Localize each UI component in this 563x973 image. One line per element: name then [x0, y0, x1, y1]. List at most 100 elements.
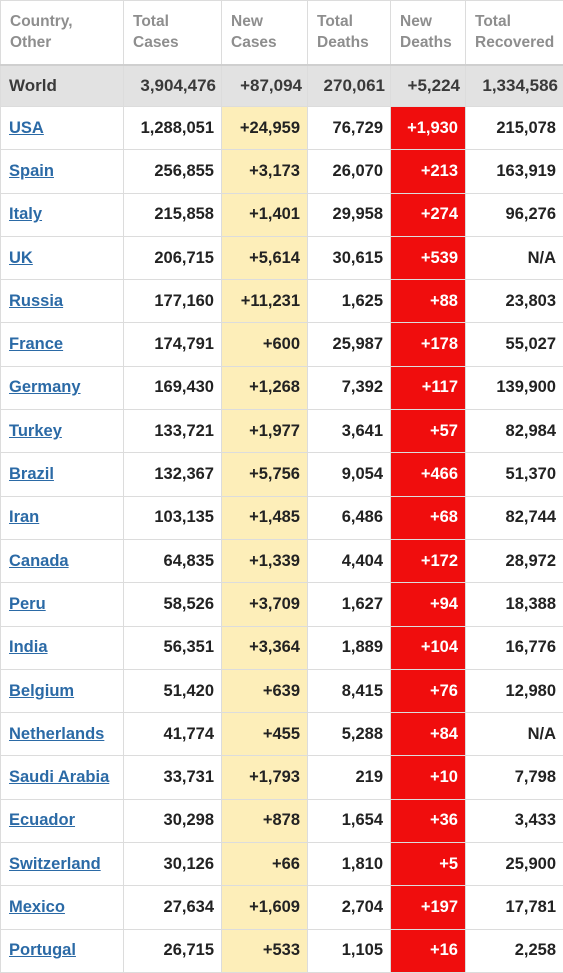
new-cases-cell: +11,231 — [222, 280, 308, 323]
country-cell: Spain — [1, 150, 124, 193]
header-label-line: Deaths — [400, 32, 465, 53]
total-deaths-cell: 2,704 — [308, 886, 391, 929]
country-link[interactable]: Canada — [9, 552, 69, 570]
total-recovered-cell: 82,984 — [466, 410, 563, 453]
new-deaths-cell: +5 — [391, 843, 466, 886]
country-link[interactable]: Italy — [9, 205, 42, 223]
new-cases-cell: +1,339 — [222, 539, 308, 582]
total-deaths-cell: 25,987 — [308, 323, 391, 366]
country-link[interactable]: India — [9, 638, 48, 656]
total-deaths-cell: 6,486 — [308, 496, 391, 539]
total-cases-cell: 64,835 — [124, 539, 222, 582]
total-cases-cell: 56,351 — [124, 626, 222, 669]
new-cases-cell: +1,977 — [222, 410, 308, 453]
country-link[interactable]: Turkey — [9, 422, 62, 440]
new-cases-cell: +1,485 — [222, 496, 308, 539]
country-cell: Peru — [1, 583, 124, 626]
total-cases-cell: 33,731 — [124, 756, 222, 799]
total-deaths-cell: 8,415 — [308, 669, 391, 712]
total-deaths-cell: 3,641 — [308, 410, 391, 453]
total-recovered-cell: 215,078 — [466, 107, 563, 150]
new-cases-cell: +878 — [222, 799, 308, 842]
header-label-line: Cases — [231, 32, 307, 53]
new-deaths-cell: +16 — [391, 929, 466, 972]
world-total-deaths-cell: 270,061 — [308, 65, 391, 107]
country-cell: France — [1, 323, 124, 366]
new-cases-cell: +1,268 — [222, 366, 308, 409]
new-deaths-cell: +172 — [391, 539, 466, 582]
total-cases-cell: 174,791 — [124, 323, 222, 366]
total-recovered-cell: 163,919 — [466, 150, 563, 193]
country-link[interactable]: France — [9, 335, 63, 353]
total-recovered-cell: 2,258 — [466, 929, 563, 972]
total-cases-cell: 41,774 — [124, 713, 222, 756]
header-label-line: New — [400, 11, 465, 32]
country-link[interactable]: UK — [9, 249, 33, 267]
total-recovered-cell: N/A — [466, 713, 563, 756]
header-label-line: Recovered — [475, 32, 563, 53]
new-cases-cell: +639 — [222, 669, 308, 712]
total-recovered-cell: 55,027 — [466, 323, 563, 366]
new-cases-cell: +3,173 — [222, 150, 308, 193]
country-cell: Turkey — [1, 410, 124, 453]
total-cases-cell: 169,430 — [124, 366, 222, 409]
total-recovered-cell: 23,803 — [466, 280, 563, 323]
total-recovered-cell: 82,744 — [466, 496, 563, 539]
total-cases-cell: 177,160 — [124, 280, 222, 323]
country-cell: Italy — [1, 193, 124, 236]
country-link[interactable]: Germany — [9, 378, 81, 396]
header-label-line: Total — [475, 11, 563, 32]
country-link[interactable]: Portugal — [9, 941, 76, 959]
total-recovered-cell: 12,980 — [466, 669, 563, 712]
country-link[interactable]: Ecuador — [9, 811, 75, 829]
new-deaths-cell: +274 — [391, 193, 466, 236]
country-link[interactable]: Belgium — [9, 682, 74, 700]
new-deaths-cell: +197 — [391, 886, 466, 929]
country-link[interactable]: Switzerland — [9, 855, 101, 873]
country-header[interactable]: Country,Other — [1, 1, 124, 65]
total-cases-cell: 215,858 — [124, 193, 222, 236]
country-link[interactable]: Mexico — [9, 898, 65, 916]
country-link[interactable]: Saudi Arabia — [9, 768, 109, 786]
new-cases-cell: +5,756 — [222, 453, 308, 496]
total-deaths-cell: 29,958 — [308, 193, 391, 236]
country-link[interactable]: Brazil — [9, 465, 54, 483]
country-link[interactable]: Peru — [9, 595, 46, 613]
total-deaths-cell: 26,070 — [308, 150, 391, 193]
country-link[interactable]: Spain — [9, 162, 54, 180]
total-cases-cell: 103,135 — [124, 496, 222, 539]
country-link[interactable]: USA — [9, 119, 44, 137]
country-link[interactable]: Netherlands — [9, 725, 104, 743]
new-deaths-cell: +213 — [391, 150, 466, 193]
country-link[interactable]: Russia — [9, 292, 63, 310]
new-deaths-cell: +76 — [391, 669, 466, 712]
header-label-line: Total — [133, 11, 221, 32]
new-cases-cell: +3,709 — [222, 583, 308, 626]
total-cases-cell: 133,721 — [124, 410, 222, 453]
country-link[interactable]: Iran — [9, 508, 39, 526]
country-cell: Russia — [1, 280, 124, 323]
country-cell: Germany — [1, 366, 124, 409]
total-recovered-cell: 3,433 — [466, 799, 563, 842]
total-recovered-cell: 7,798 — [466, 756, 563, 799]
world-country-cell: World — [1, 65, 124, 107]
total-recovered-cell: 25,900 — [466, 843, 563, 886]
new-deaths-cell: +88 — [391, 280, 466, 323]
total-deaths-cell: 1,810 — [308, 843, 391, 886]
new-cases-cell: +24,959 — [222, 107, 308, 150]
